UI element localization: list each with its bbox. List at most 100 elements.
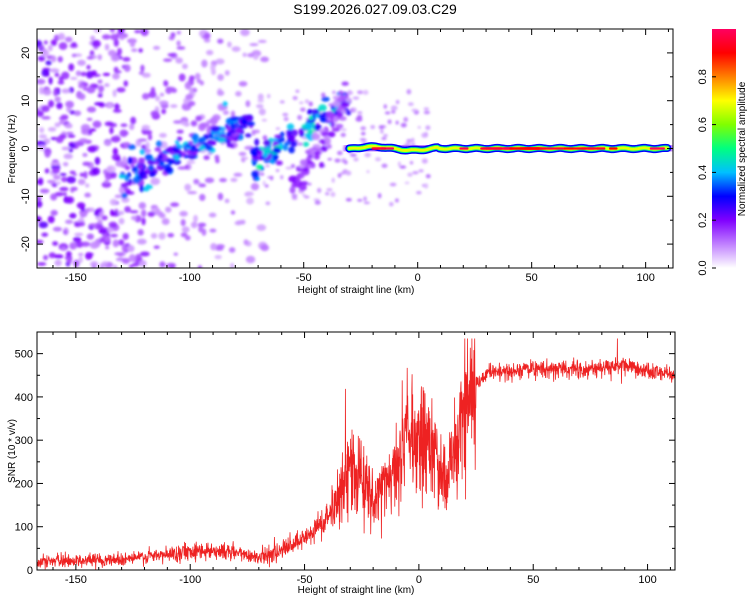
noise-blob xyxy=(201,228,207,236)
noise-blob xyxy=(180,232,188,238)
noise-blob xyxy=(61,146,71,151)
noise-blob xyxy=(119,34,125,41)
noise-blob xyxy=(391,109,396,114)
noise-blob xyxy=(360,126,367,131)
noise-blob xyxy=(406,139,412,143)
oblique-track-1-blob xyxy=(157,154,164,160)
noise-blob xyxy=(104,235,111,243)
noise-blob xyxy=(45,70,50,77)
noise-blob xyxy=(186,160,196,165)
noise-blob xyxy=(48,76,53,85)
noise-blob xyxy=(37,195,42,202)
oblique-track-2-blob xyxy=(302,141,310,147)
noise-blob xyxy=(83,171,88,179)
noise-blob xyxy=(98,228,107,234)
oblique-track-1-blob xyxy=(210,126,220,133)
noise-blob xyxy=(89,223,99,227)
noise-blob xyxy=(363,201,371,205)
noise-blob xyxy=(121,258,130,264)
noise-blob xyxy=(97,93,103,98)
noise-blob xyxy=(62,230,68,235)
noise-blob xyxy=(101,181,112,188)
noise-blob xyxy=(359,138,367,141)
noise-blob xyxy=(291,197,298,200)
oblique-track-3-blob xyxy=(288,175,298,183)
noise-blob xyxy=(119,129,128,137)
noise-blob xyxy=(266,93,271,99)
noise-blob xyxy=(44,150,51,158)
noise-blob xyxy=(411,137,415,143)
noise-blob xyxy=(262,135,268,141)
noise-blob xyxy=(407,102,414,107)
noise-blob xyxy=(404,181,410,185)
noise-blob xyxy=(43,254,49,261)
oblique-track-1-blob xyxy=(123,184,128,193)
noise-blob xyxy=(321,92,326,98)
oblique-track-3-blob xyxy=(298,164,306,169)
oblique-track-1-blob xyxy=(148,164,155,171)
noise-blob xyxy=(395,100,400,105)
noise-blob xyxy=(112,89,117,98)
noise-blob xyxy=(363,196,367,202)
noise-blob xyxy=(171,87,178,94)
noise-blob xyxy=(337,173,342,178)
noise-blob xyxy=(180,121,188,126)
noise-blob xyxy=(347,91,354,95)
noise-blob xyxy=(47,127,57,132)
noise-blob xyxy=(110,135,121,143)
oblique-track-3-blob xyxy=(333,116,339,123)
noise-blob xyxy=(51,183,58,188)
colorbar-label: Normalized spectral amplitude xyxy=(737,81,748,216)
noise-blob xyxy=(53,174,61,180)
oblique-track-3-blob xyxy=(312,144,321,149)
noise-blob xyxy=(110,54,120,62)
x-tick-label: 50 xyxy=(526,272,538,284)
noise-blob xyxy=(138,138,148,142)
noise-blob xyxy=(128,264,134,268)
oblique-track-3-blob xyxy=(302,167,309,172)
oblique-track-2-blob xyxy=(286,129,293,137)
noise-blob xyxy=(47,44,53,52)
noise-blob xyxy=(50,39,58,47)
noise-blob xyxy=(130,215,137,221)
oblique-track-3-blob xyxy=(338,90,344,95)
noise-blob xyxy=(208,212,217,218)
noise-blob xyxy=(88,129,93,136)
noise-blob xyxy=(300,107,306,112)
oblique-track-2-blob xyxy=(254,138,260,146)
x-tick-label: 0 xyxy=(416,574,422,586)
noise-blob xyxy=(91,167,101,176)
noise-blob xyxy=(212,114,221,122)
noise-blob xyxy=(67,134,76,138)
noise-blob xyxy=(47,215,55,224)
noise-blob xyxy=(214,254,222,260)
noise-blob xyxy=(147,133,153,141)
oblique-track-1-blob xyxy=(164,148,174,153)
noise-blob xyxy=(91,39,101,48)
noise-blob xyxy=(68,143,76,148)
noise-blob xyxy=(159,92,165,97)
noise-blob xyxy=(153,245,160,249)
noise-blob xyxy=(95,215,101,220)
oblique-track-1-blob xyxy=(203,155,210,161)
noise-blob xyxy=(345,170,352,176)
oblique-track-2-blob xyxy=(298,128,303,135)
noise-blob xyxy=(275,127,281,130)
y-tick-label: 200 xyxy=(15,478,33,490)
noise-blob xyxy=(130,48,138,52)
noise-blob xyxy=(325,192,330,196)
oblique-track-3-blob xyxy=(326,111,335,119)
noise-blob xyxy=(54,259,62,267)
noise-blob xyxy=(55,181,61,185)
noise-blob xyxy=(110,233,118,238)
oblique-track-2-blob xyxy=(308,115,313,121)
noise-blob xyxy=(124,206,131,213)
noise-blob xyxy=(82,161,91,167)
noise-blob xyxy=(380,129,384,134)
noise-blob xyxy=(167,53,177,57)
oblique-track-1-blob xyxy=(175,139,180,146)
noise-blob xyxy=(108,221,118,229)
noise-blob xyxy=(316,187,322,194)
noise-blob xyxy=(147,211,156,217)
